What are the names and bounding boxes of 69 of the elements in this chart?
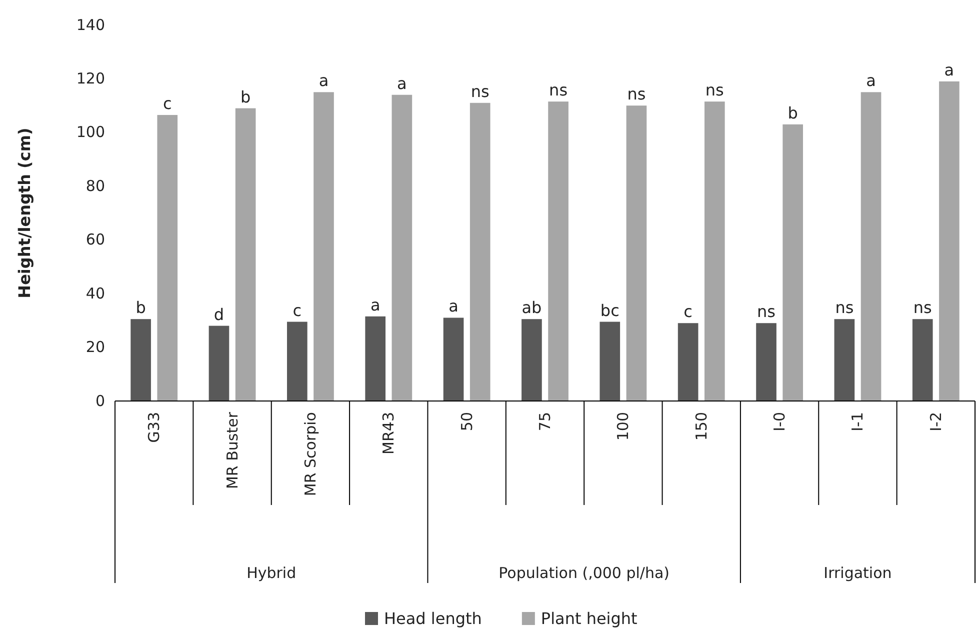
legend-label: Plant height bbox=[540, 609, 638, 628]
y-tick-label: 80 bbox=[86, 176, 105, 195]
y-tick-label: 40 bbox=[86, 284, 105, 302]
bar bbox=[235, 108, 256, 401]
x-tick-label: MR Scorpio bbox=[301, 412, 320, 496]
annotation: c bbox=[162, 94, 172, 113]
bar bbox=[392, 94, 412, 401]
x-tick-label: I-2 bbox=[926, 412, 945, 432]
x-tick-label: I-1 bbox=[848, 412, 867, 432]
bar bbox=[522, 319, 542, 401]
text: Population (,000 pl/ha) bbox=[498, 564, 670, 582]
bar bbox=[756, 323, 776, 401]
y-axis-title: Height/length (cm) bbox=[15, 128, 34, 298]
bar bbox=[912, 319, 933, 401]
x-tick-label: I-0 bbox=[770, 412, 789, 432]
y-tick-label: 0 bbox=[95, 392, 105, 410]
x-tick-label: MR Buster bbox=[223, 411, 242, 490]
annotation: ns bbox=[549, 80, 568, 100]
annotation: b bbox=[240, 87, 251, 106]
x-tick-label: 150 bbox=[692, 412, 710, 441]
x-tick-label: G33 bbox=[145, 412, 164, 443]
bar bbox=[130, 319, 151, 401]
bar bbox=[626, 106, 647, 401]
y-tick-label: 120 bbox=[76, 70, 105, 88]
bar bbox=[834, 319, 855, 401]
bar bbox=[939, 81, 960, 401]
bar bbox=[470, 102, 490, 401]
bar bbox=[704, 102, 725, 401]
annotation: b bbox=[788, 103, 798, 122]
bar bbox=[443, 318, 464, 401]
annotation: bc bbox=[600, 300, 620, 320]
y-tick-label: 60 bbox=[86, 230, 105, 249]
annotation: ab bbox=[522, 298, 542, 318]
text: Irrigation bbox=[824, 564, 892, 582]
bar bbox=[600, 322, 620, 401]
bar bbox=[548, 102, 568, 401]
x-tick-label: MR43 bbox=[380, 412, 398, 454]
annotation: a bbox=[370, 295, 380, 314]
bar bbox=[157, 114, 178, 401]
annotation: c bbox=[684, 302, 692, 322]
y-tick-label: 20 bbox=[86, 338, 105, 356]
legend-label: Head length bbox=[384, 609, 482, 628]
annotation: a bbox=[944, 60, 954, 80]
annotation: d bbox=[214, 304, 224, 324]
annotation: a bbox=[397, 74, 407, 93]
annotation: ns bbox=[757, 302, 776, 322]
annotation: ns bbox=[835, 298, 854, 318]
text: Hybrid bbox=[246, 564, 296, 582]
x-tick-label: 100 bbox=[614, 412, 632, 441]
annotation: ns bbox=[705, 80, 724, 100]
bar bbox=[678, 323, 698, 401]
bar bbox=[782, 124, 803, 401]
annotation: c bbox=[292, 300, 302, 320]
bar bbox=[208, 326, 230, 401]
annotation: a bbox=[448, 296, 458, 316]
bar bbox=[860, 92, 882, 401]
annotation: a bbox=[318, 71, 329, 90]
bar bbox=[287, 322, 308, 401]
x-tick-label: 50 bbox=[458, 412, 476, 432]
annotation: ns bbox=[913, 298, 932, 318]
bar bbox=[365, 316, 386, 401]
annotation: ns bbox=[627, 84, 646, 104]
bar bbox=[314, 92, 334, 401]
annotation: a bbox=[866, 71, 876, 90]
annotation: ns bbox=[470, 82, 490, 101]
y-tick-label: 100 bbox=[76, 123, 105, 142]
annotation: b bbox=[136, 298, 146, 318]
x-tick-label: 75 bbox=[536, 412, 554, 432]
y-tick-label: 140 bbox=[76, 16, 105, 34]
